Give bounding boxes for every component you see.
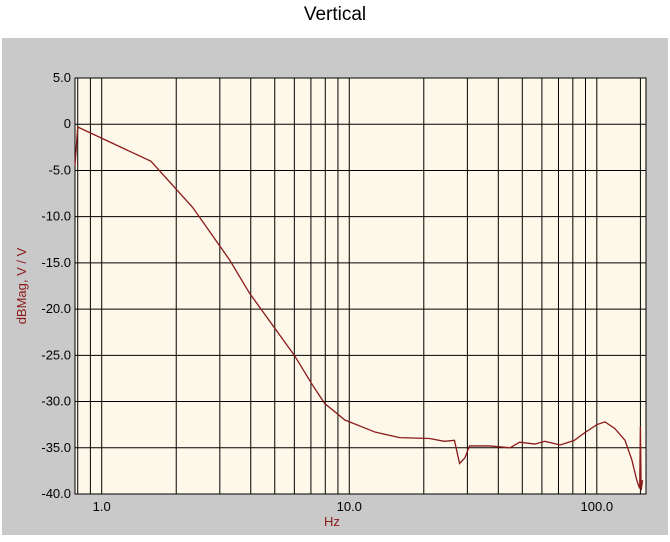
x-tick-label: 1.0 bbox=[93, 499, 111, 514]
y-tick-label: -20.0 bbox=[41, 301, 71, 316]
y-tick-label: -35.0 bbox=[41, 440, 71, 455]
y-tick-label: -30.0 bbox=[41, 394, 71, 409]
y-tick-label: -5.0 bbox=[49, 162, 71, 177]
x-tick-label: 10.0 bbox=[337, 499, 362, 514]
y-axis-label: dBMag, V / V bbox=[14, 247, 29, 324]
y-tick-label: -15.0 bbox=[41, 255, 71, 270]
x-tick-label: 100.0 bbox=[581, 499, 614, 514]
y-tick-label: 5.0 bbox=[53, 70, 71, 85]
y-tick-label: 0 bbox=[64, 116, 71, 131]
plot-area bbox=[74, 77, 647, 495]
data-line bbox=[74, 126, 644, 491]
chart-title: Vertical bbox=[304, 4, 366, 25]
x-axis-label: Hz bbox=[324, 514, 340, 529]
y-tick-label: -25.0 bbox=[41, 347, 71, 362]
y-tick-label: -10.0 bbox=[41, 209, 71, 224]
y-tick-label: -40.0 bbox=[41, 486, 71, 501]
